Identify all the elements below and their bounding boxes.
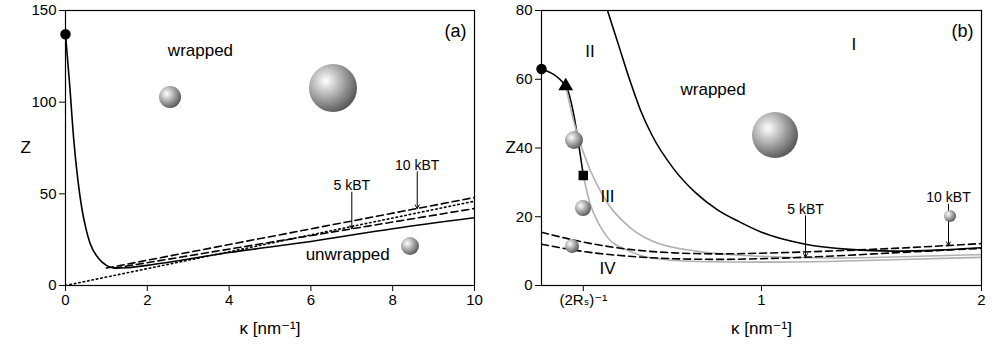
svg-text:10: 10 [466, 291, 483, 308]
svg-text:4: 4 [225, 291, 233, 308]
svg-text:40: 40 [516, 139, 533, 156]
svg-text:10 kBT: 10 kBT [395, 157, 440, 173]
svg-text:50: 50 [40, 185, 57, 202]
svg-text:2: 2 [977, 291, 985, 308]
svg-text:0: 0 [48, 276, 56, 293]
svg-text:III: III [600, 187, 614, 206]
svg-text:Z: Z [21, 138, 31, 157]
svg-text:5 kBT: 5 kBT [334, 177, 371, 193]
svg-text:80: 80 [516, 1, 533, 18]
svg-text:0: 0 [61, 291, 69, 308]
svg-text:100: 100 [31, 93, 56, 110]
svg-text:150: 150 [31, 1, 56, 18]
svg-text:I: I [852, 35, 857, 54]
svg-text:Z: Z [506, 138, 516, 157]
svg-text:unwrapped: unwrapped [306, 245, 390, 264]
svg-text:6: 6 [307, 291, 315, 308]
svg-text:1: 1 [757, 291, 765, 308]
svg-text:(2Rₛ)⁻¹: (2Rₛ)⁻¹ [559, 291, 607, 308]
svg-text:8: 8 [389, 291, 397, 308]
svg-text:IV: IV [599, 259, 616, 278]
svg-text:20: 20 [516, 208, 533, 225]
svg-text:(a): (a) [445, 21, 467, 41]
svg-text:60: 60 [516, 70, 533, 87]
svg-text:10 kBT: 10 kBT [926, 189, 971, 205]
svg-text:wrapped: wrapped [679, 80, 745, 99]
svg-text:2: 2 [143, 291, 151, 308]
svg-text:(b): (b) [952, 21, 974, 41]
svg-text:κ [nm⁻¹]: κ [nm⁻¹] [731, 319, 792, 338]
svg-text:5 kBT: 5 kBT [787, 201, 824, 217]
svg-text:0: 0 [524, 276, 532, 293]
svg-text:wrapped: wrapped [167, 41, 233, 60]
svg-text:κ [nm⁻¹]: κ [nm⁻¹] [240, 319, 301, 338]
svg-text:II: II [585, 42, 594, 61]
